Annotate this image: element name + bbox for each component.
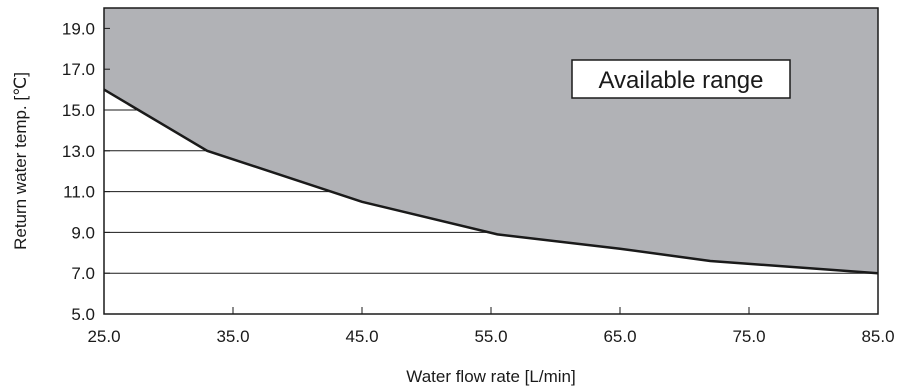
y-tick-label: 19.0 [62, 19, 95, 38]
y-tick-label: 7.0 [71, 264, 95, 283]
boundary-line [103, 88, 879, 275]
y-axis-label: Return water temp. [℃] [11, 72, 30, 250]
x-tick-label: 85.0 [861, 327, 894, 346]
x-tick-label: 75.0 [732, 327, 765, 346]
y-tick-label: 9.0 [71, 223, 95, 242]
x-tick-label: 25.0 [87, 327, 120, 346]
y-tick-label: 13.0 [62, 142, 95, 161]
y-tick-label: 5.0 [71, 305, 95, 324]
x-tick-labels: 25.0 35.0 45.0 55.0 65.0 75.0 85.0 [87, 307, 895, 346]
annotation-box [571, 59, 791, 99]
y-tick-label: 17.0 [62, 60, 95, 79]
annotation-label: Available range [598, 67, 763, 94]
y-tick-label: 11.0 [63, 183, 95, 202]
available-range-annotation: Available range [571, 59, 791, 99]
x-axis-label: Water flow rate [L/min] [406, 367, 575, 386]
x-tick-label: 35.0 [216, 327, 249, 346]
x-tick-label: 55.0 [474, 327, 507, 346]
y-tick-labels: 5.0 7.0 9.0 11.0 13.0 15.0 17.0 19.0 [62, 19, 110, 324]
x-tick-label: 45.0 [345, 327, 378, 346]
y-tick-label: 15.0 [62, 101, 95, 120]
x-tick-label: 65.0 [603, 327, 636, 346]
